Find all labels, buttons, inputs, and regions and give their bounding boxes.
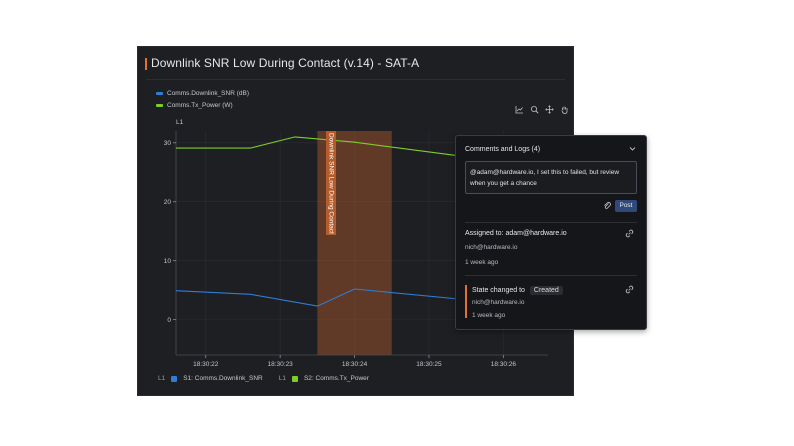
entry-author: nich@hardware.io	[465, 244, 518, 251]
x-tick-label: 18:30:25	[416, 361, 442, 368]
divider	[465, 275, 637, 276]
state-entry-title: State changed to Created	[472, 286, 563, 295]
legend-label: Comms.Downlink_SNR (dB)	[167, 90, 249, 97]
divider	[465, 222, 637, 223]
bottom-legend: L1 S1: Comms.Downlink_SNR L1 S2: Comms.T…	[158, 375, 379, 382]
assigned-entry-title: Assigned to: adam@hardware.io	[465, 230, 567, 237]
x-tick-label: 18:30:23	[268, 361, 294, 368]
paperclip-icon[interactable]	[603, 201, 611, 212]
annotation-label[interactable]: Downlink SNR Low During Contact	[326, 131, 336, 235]
state-prefix: State changed to	[472, 287, 525, 294]
title-accent-bar	[145, 58, 147, 70]
zoom-icon[interactable]	[530, 105, 539, 114]
comments-panel: Comments and Logs (4) @adam@hardware.io,…	[455, 135, 647, 330]
entry-time: 1 week ago	[465, 259, 499, 266]
series-line-2	[176, 136, 459, 157]
header-divider	[146, 79, 565, 80]
pan-icon[interactable]	[545, 105, 554, 114]
legend-item[interactable]: Comms.Tx_Power (W)	[156, 100, 249, 111]
y-axis-label: L1	[176, 119, 184, 126]
legend-series-label[interactable]: S2: Comms.Tx_Power	[303, 375, 369, 382]
y-tick-label: 20	[164, 199, 172, 206]
x-tick-label: 18:30:22	[193, 361, 219, 368]
entry-time: 1 week ago	[472, 312, 506, 319]
legend-swatch	[156, 104, 163, 107]
x-tick-label: 18:30:26	[491, 361, 517, 368]
status-badge: Created	[529, 286, 563, 295]
legend-swatch	[156, 92, 163, 95]
legend-label: Comms.Tx_Power (W)	[167, 102, 233, 109]
link-icon[interactable]	[625, 285, 634, 296]
legend-series-label[interactable]: S1: Comms.Downlink_SNR	[183, 375, 263, 382]
comment-textarea[interactable]: @adam@hardware.io, I set this to failed,…	[465, 161, 637, 194]
y-tick-label: 30	[164, 140, 172, 147]
legend-swatch	[171, 375, 178, 382]
top-legend: Comms.Downlink_SNR (dB) Comms.Tx_Power (…	[156, 88, 249, 112]
legend-axis-tag: L1	[158, 375, 166, 382]
chart-toolbar	[515, 105, 569, 114]
state-accent-bar	[465, 285, 467, 318]
chart-icon[interactable]	[515, 105, 524, 114]
chevron-down-icon[interactable]	[628, 144, 637, 155]
legend-swatch	[291, 375, 298, 382]
series-line-1	[175, 288, 459, 307]
y-tick-label: 0	[167, 317, 171, 324]
comments-header: Comments and Logs (4)	[465, 146, 541, 153]
post-button[interactable]: Post	[615, 200, 637, 212]
panel-title: Downlink SNR Low During Contact (v.14) -…	[151, 56, 420, 70]
legend-axis-tag: L1	[278, 375, 286, 382]
legend-item[interactable]: Comms.Downlink_SNR (dB)	[156, 88, 249, 99]
entry-author: nich@hardware.io	[472, 299, 525, 306]
x-tick-label: 18:30:24	[342, 361, 368, 368]
link-icon[interactable]	[625, 229, 634, 240]
y-tick-label: 10	[164, 258, 172, 265]
hand-icon[interactable]	[560, 105, 569, 114]
